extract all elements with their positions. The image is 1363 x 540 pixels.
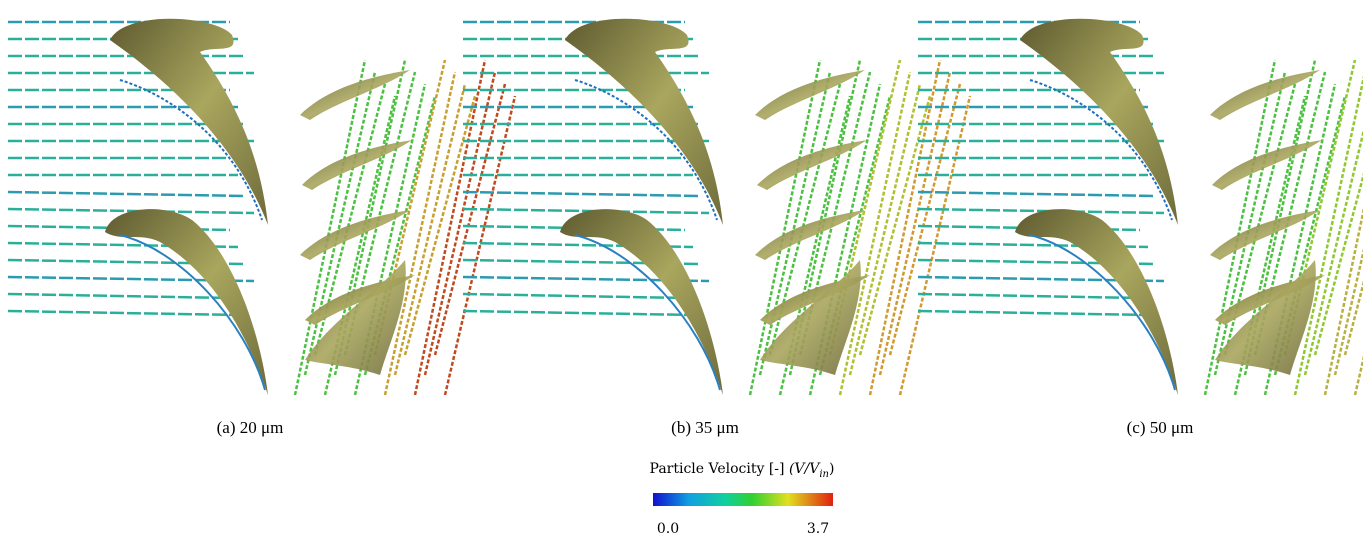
colorbar-title: Particle Velocity [-] (V/Vin) — [650, 461, 835, 480]
rotor-blade — [1210, 210, 1320, 260]
rotor-streak — [870, 60, 940, 395]
rotor-blade — [757, 140, 867, 190]
figure: (a) 20 μm (b) 35 μm (c) 50 μm Particle V… — [0, 0, 1363, 540]
streakline — [918, 192, 1156, 196]
panel-caption: (a) 20 μm — [217, 418, 284, 437]
panel-caption: (b) 35 μm — [671, 418, 739, 437]
rotor-blade — [302, 140, 412, 190]
streakline — [463, 311, 693, 315]
streakline — [463, 294, 685, 298]
panel-image — [463, 19, 970, 395]
rotor-streak — [1295, 72, 1363, 395]
formula-subscript: in — [819, 469, 829, 480]
rotor-streak — [840, 72, 910, 395]
streakline — [8, 311, 238, 315]
formula-suffix: ) — [829, 461, 834, 477]
rotor-streak — [385, 72, 455, 395]
streakline — [8, 192, 246, 196]
colorbar-title-text: Particle Velocity [-] — [650, 461, 785, 477]
formula-prefix: (V/V — [789, 461, 821, 477]
panel-image — [918, 19, 1363, 395]
colorbar-max-label: 3.7 — [807, 521, 829, 537]
colorbar-min-label: 0.0 — [657, 521, 679, 537]
colorbar — [653, 493, 833, 506]
rotor-blade — [300, 210, 410, 260]
rotor-streak — [415, 60, 485, 395]
streakline — [463, 192, 701, 196]
rotor-streak — [1315, 96, 1363, 355]
streakline — [918, 294, 1140, 298]
panel-caption: (c) 50 μm — [1127, 418, 1194, 437]
rotor-blade — [1212, 140, 1322, 190]
panels — [8, 19, 1363, 395]
streakline — [918, 311, 1148, 315]
streakline — [8, 294, 230, 298]
panel-image — [8, 19, 515, 395]
rotor-blade — [755, 210, 865, 260]
